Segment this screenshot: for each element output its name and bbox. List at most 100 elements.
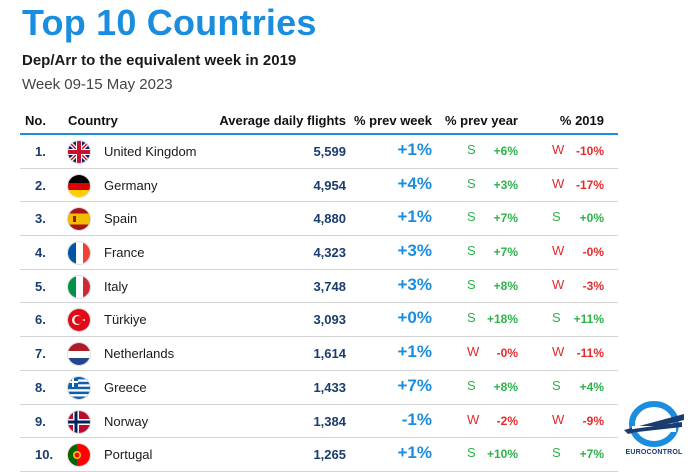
country-name: Greece xyxy=(104,379,147,395)
vs-2019-indicator: W xyxy=(552,276,565,292)
vs-2019-change: +4% xyxy=(579,379,604,394)
vs-2019-indicator: W xyxy=(552,243,565,259)
table-row: 10. Portugal 1,265 +1% S +10% S +7% xyxy=(20,438,618,472)
prev-week-change: +1% xyxy=(397,207,433,227)
country-name: Norway xyxy=(104,413,149,429)
table-row: 9. Norway 1,384 -1% W -2% W -9% xyxy=(20,405,618,439)
rank-number: 1. xyxy=(35,144,46,159)
prev-week-change: +3% xyxy=(397,274,433,294)
prev-week-change: +7% xyxy=(397,375,433,395)
vs-2019-indicator: S xyxy=(552,445,561,461)
country-name: Türkiye xyxy=(104,312,147,328)
average-daily-flights: 3,093 xyxy=(313,312,346,328)
portugal-flag-icon xyxy=(67,443,91,468)
rank-number: 5. xyxy=(35,278,46,294)
average-daily-flights: 4,954 xyxy=(313,177,346,193)
rank-number: 3. xyxy=(35,211,46,227)
prev-year-indicator: S xyxy=(467,445,476,461)
vs-2019-change: -3% xyxy=(582,278,604,293)
prev-week-change: +4% xyxy=(397,173,433,193)
countries-table: No. Country Average daily flights % prev… xyxy=(20,109,618,472)
norway-flag-icon xyxy=(67,409,91,434)
prev-year-indicator: S xyxy=(467,310,476,326)
prev-year-change: +7% xyxy=(493,245,518,260)
rank-number: 10. xyxy=(35,447,54,463)
vs-2019-change: -17% xyxy=(575,177,604,192)
table-row: 1. United Kingdom 5,599 +1% S +6% W -10% xyxy=(20,135,618,169)
prev-week-change: +1% xyxy=(397,443,433,463)
prev-year-indicator: S xyxy=(467,276,476,292)
table-row: 3. Spain 4,880 +1% S +7% S +0% xyxy=(20,202,618,237)
vs-2019-indicator: W xyxy=(552,344,565,360)
country-name: Spain xyxy=(104,211,138,227)
prev-year-change: +8% xyxy=(493,379,518,394)
vs-2019-indicator: W xyxy=(552,175,565,191)
prev-year-indicator: S xyxy=(467,142,476,157)
vs-2019-change: +11% xyxy=(573,312,604,327)
vs-2019-indicator: S xyxy=(552,310,561,326)
header-no: No. xyxy=(25,113,46,128)
header-prev-week: % prev week xyxy=(353,113,432,128)
header-prev-year: % prev year xyxy=(445,113,518,128)
prev-week-change: -1% xyxy=(401,409,432,429)
prev-year-indicator: W xyxy=(467,344,480,360)
vs-2019-indicator: S xyxy=(552,209,561,225)
header-2019: % 2019 xyxy=(559,113,604,128)
prev-week-change: +1% xyxy=(397,342,433,362)
vs-2019-indicator: W xyxy=(552,411,565,427)
table-row: 2. Germany 4,954 +4% S +3% W -17% xyxy=(20,169,618,203)
prev-year-change: +3% xyxy=(493,177,518,192)
vs-2019-change: -9% xyxy=(582,413,604,428)
country-name: Portugal xyxy=(104,447,153,463)
prev-year-indicator: S xyxy=(467,175,476,191)
eurocontrol-logo: EUROCONTROL xyxy=(618,400,690,460)
prev-year-change: -2% xyxy=(496,413,518,428)
prev-year-change: +10% xyxy=(486,447,518,462)
vs-2019-change: -10% xyxy=(575,144,604,158)
prev-year-change: +18% xyxy=(486,312,518,327)
prev-year-indicator: S xyxy=(467,209,476,225)
vs-2019-change: +7% xyxy=(579,447,604,462)
prev-week-change: +1% xyxy=(397,140,433,159)
greece-flag-icon xyxy=(67,375,91,400)
table-row: 8. Greece 1,433 +7% S +8% S +4% xyxy=(20,371,618,405)
rank-number: 4. xyxy=(35,245,46,261)
eurocontrol-logo-icon xyxy=(624,401,684,447)
vs-2019-indicator: W xyxy=(552,142,565,157)
country-name: Germany xyxy=(104,177,158,193)
average-daily-flights: 4,880 xyxy=(313,211,346,227)
average-daily-flights: 1,384 xyxy=(313,413,346,429)
germany-flag-icon xyxy=(67,173,91,198)
country-name: United Kingdom xyxy=(104,144,197,159)
table-header: No. Country Average daily flights % prev… xyxy=(20,109,618,135)
average-daily-flights: 1,614 xyxy=(313,346,346,362)
average-daily-flights: 4,323 xyxy=(313,245,346,261)
vs-2019-indicator: S xyxy=(552,377,561,393)
prev-week-change: +3% xyxy=(397,241,433,261)
prev-year-change: +7% xyxy=(493,211,518,226)
country-name: Italy xyxy=(104,278,128,294)
average-daily-flights: 1,265 xyxy=(313,447,346,463)
vs-2019-change: -0% xyxy=(582,245,604,260)
rank-number: 8. xyxy=(35,379,46,395)
table-row: 7. Netherlands 1,614 +1% W -0% W -11% xyxy=(20,337,618,371)
header-flights: Average daily flights xyxy=(219,113,346,128)
table-body: 1. United Kingdom 5,599 +1% S +6% W -10% 2. Germa… xyxy=(20,135,618,472)
average-daily-flights: 1,433 xyxy=(313,379,346,395)
rank-number: 6. xyxy=(35,312,46,328)
prev-year-indicator: S xyxy=(467,243,476,259)
table-row: 6. Türkiye 3,093 +0% S +18% S +11% xyxy=(20,303,618,338)
rank-number: 7. xyxy=(35,346,46,362)
prev-year-indicator: S xyxy=(467,377,476,393)
prev-week-change: +0% xyxy=(397,308,433,328)
week-range: Week 09-15 May 2023 xyxy=(22,76,173,93)
prev-year-change: +6% xyxy=(493,144,518,158)
france-flag-icon xyxy=(67,241,91,266)
subtitle: Dep/Arr to the equivalent week in 2019 xyxy=(22,52,297,69)
netherlands-flag-icon xyxy=(67,342,91,367)
uk-flag-icon xyxy=(67,140,91,164)
prev-year-change: +8% xyxy=(493,278,518,293)
turkiye-flag-icon xyxy=(67,308,91,333)
spain-flag-icon xyxy=(67,207,91,232)
rank-number: 9. xyxy=(35,413,46,429)
